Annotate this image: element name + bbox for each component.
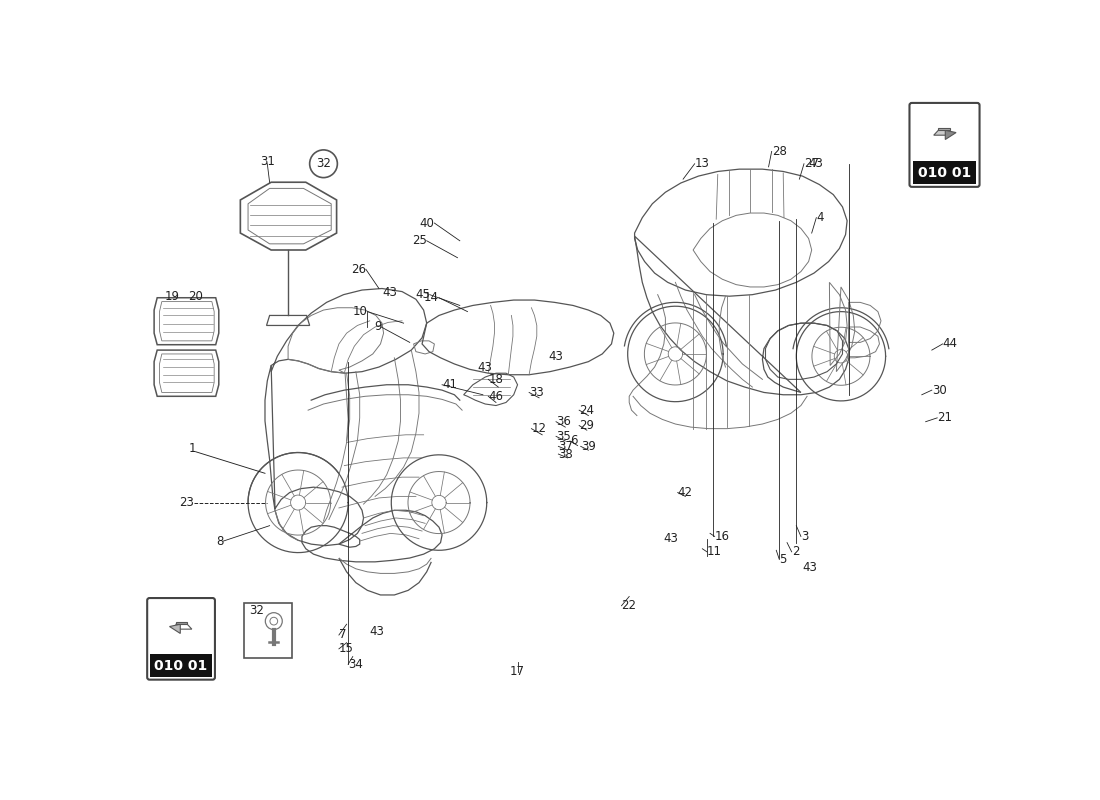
Bar bbox=[913, 162, 977, 184]
Text: 4: 4 bbox=[816, 211, 824, 224]
Polygon shape bbox=[176, 622, 187, 624]
Text: 21: 21 bbox=[937, 411, 953, 424]
Text: 26: 26 bbox=[351, 262, 366, 276]
Text: 10: 10 bbox=[352, 305, 367, 318]
Text: 37: 37 bbox=[559, 440, 573, 453]
Text: 36: 36 bbox=[556, 415, 571, 428]
Text: 17: 17 bbox=[510, 666, 525, 678]
Text: 41: 41 bbox=[442, 378, 458, 391]
Text: 7: 7 bbox=[339, 629, 346, 642]
Text: 34: 34 bbox=[348, 658, 363, 670]
Text: 20: 20 bbox=[188, 290, 204, 302]
Text: 42: 42 bbox=[678, 486, 693, 499]
Text: 29: 29 bbox=[580, 419, 594, 432]
FancyBboxPatch shape bbox=[147, 598, 214, 680]
Text: 010 01: 010 01 bbox=[154, 659, 208, 673]
Text: 22: 22 bbox=[621, 599, 637, 612]
FancyBboxPatch shape bbox=[910, 103, 980, 187]
Text: 30: 30 bbox=[932, 384, 947, 397]
Polygon shape bbox=[934, 130, 950, 135]
Text: 35: 35 bbox=[556, 430, 571, 443]
Text: 24: 24 bbox=[580, 404, 594, 417]
Text: 40: 40 bbox=[419, 217, 435, 230]
Bar bbox=[151, 654, 212, 677]
Polygon shape bbox=[169, 624, 180, 634]
Text: 43: 43 bbox=[664, 532, 679, 546]
Circle shape bbox=[310, 150, 338, 178]
Polygon shape bbox=[945, 130, 956, 139]
Text: 44: 44 bbox=[943, 338, 958, 350]
Text: 8: 8 bbox=[216, 534, 223, 547]
Text: 45: 45 bbox=[415, 288, 430, 301]
Text: 39: 39 bbox=[581, 440, 595, 453]
Text: 18: 18 bbox=[488, 373, 503, 386]
Text: 16: 16 bbox=[715, 530, 729, 543]
Polygon shape bbox=[176, 624, 191, 629]
Text: 9: 9 bbox=[374, 321, 382, 334]
Text: 6: 6 bbox=[570, 434, 578, 447]
Text: 3: 3 bbox=[801, 530, 808, 543]
Text: 1: 1 bbox=[188, 442, 196, 455]
Text: 13: 13 bbox=[695, 158, 710, 170]
Text: 32: 32 bbox=[249, 604, 264, 617]
Text: 14: 14 bbox=[424, 291, 439, 304]
Text: 25: 25 bbox=[411, 234, 427, 247]
Text: 43: 43 bbox=[370, 625, 385, 638]
Text: 43: 43 bbox=[477, 361, 493, 374]
Text: 43: 43 bbox=[548, 350, 563, 362]
Text: 31: 31 bbox=[260, 155, 275, 168]
Text: 5: 5 bbox=[779, 553, 786, 566]
Text: 43: 43 bbox=[383, 286, 398, 299]
Polygon shape bbox=[938, 128, 950, 130]
Text: 28: 28 bbox=[772, 145, 786, 158]
Text: 38: 38 bbox=[559, 447, 573, 461]
Text: 32: 32 bbox=[316, 158, 331, 170]
Bar bbox=[244, 602, 292, 658]
Text: 15: 15 bbox=[339, 642, 354, 655]
Text: 46: 46 bbox=[488, 390, 504, 403]
Text: 11: 11 bbox=[707, 546, 722, 558]
Text: 19: 19 bbox=[165, 290, 180, 302]
Text: 33: 33 bbox=[529, 386, 543, 399]
Text: 12: 12 bbox=[531, 422, 547, 435]
Text: 23: 23 bbox=[179, 496, 195, 509]
Text: 43: 43 bbox=[808, 158, 824, 170]
Text: 2: 2 bbox=[792, 546, 800, 558]
Text: 43: 43 bbox=[803, 561, 817, 574]
Text: 27: 27 bbox=[804, 158, 820, 170]
Text: 010 01: 010 01 bbox=[917, 166, 971, 180]
